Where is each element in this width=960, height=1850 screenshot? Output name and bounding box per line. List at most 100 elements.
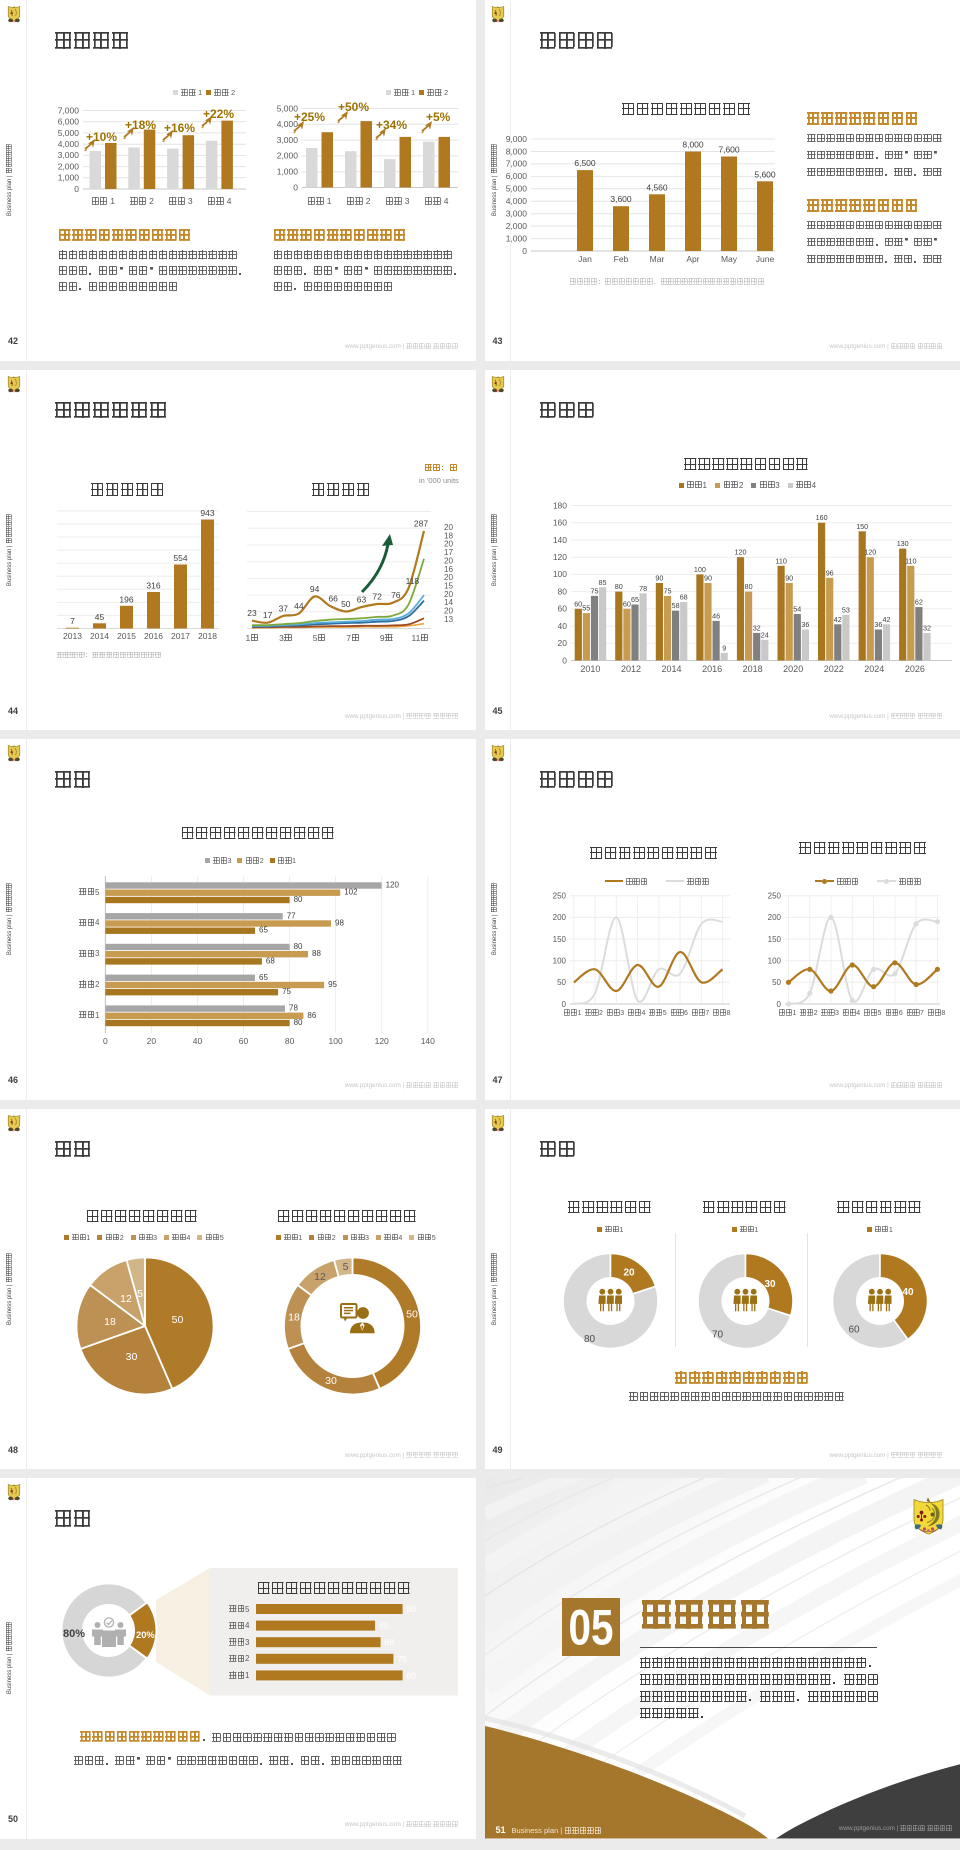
svg-text:68: 68 — [679, 592, 687, 601]
svg-text:65: 65 — [259, 926, 268, 935]
svg-text:17: 17 — [444, 548, 454, 557]
svg-text:1,000: 1,000 — [277, 167, 299, 177]
svg-text:80: 80 — [407, 1670, 417, 1680]
svg-text:102: 102 — [344, 888, 358, 897]
svg-text:90: 90 — [785, 573, 793, 582]
svg-text:0: 0 — [103, 1036, 108, 1046]
svg-text:150: 150 — [856, 521, 868, 530]
svg-text:60: 60 — [239, 1036, 249, 1046]
svg-text:2018: 2018 — [742, 664, 762, 674]
svg-text:120: 120 — [864, 547, 876, 556]
svg-text:3,000: 3,000 — [58, 150, 80, 160]
svg-text:88: 88 — [312, 949, 321, 958]
svg-text:9,000: 9,000 — [505, 134, 527, 144]
svg-text:40: 40 — [902, 1287, 914, 1298]
svg-text:100: 100 — [767, 957, 781, 966]
svg-text:May: May — [720, 254, 737, 264]
svg-text:30: 30 — [325, 1375, 337, 1387]
svg-text:0: 0 — [293, 182, 298, 192]
svg-text:196: 196 — [119, 594, 133, 604]
svg-text:95: 95 — [328, 980, 337, 989]
svg-text:18: 18 — [104, 1316, 116, 1328]
svg-text:32: 32 — [923, 623, 931, 632]
svg-text:12: 12 — [314, 1271, 326, 1283]
svg-text:2026: 2026 — [904, 664, 924, 674]
svg-text:86: 86 — [307, 1011, 316, 1020]
svg-text:80: 80 — [744, 582, 752, 591]
svg-text:7,000: 7,000 — [58, 105, 80, 115]
svg-text:3,000: 3,000 — [505, 209, 527, 219]
svg-text:75: 75 — [397, 1654, 407, 1664]
svg-text:60: 60 — [622, 599, 630, 608]
svg-text:2015: 2015 — [117, 631, 136, 641]
svg-text:6,000: 6,000 — [58, 117, 80, 127]
svg-text:55: 55 — [582, 603, 590, 612]
svg-text:2016: 2016 — [144, 631, 163, 641]
svg-text:15: 15 — [444, 581, 454, 590]
svg-text:5,000: 5,000 — [277, 103, 299, 113]
svg-text:1,000: 1,000 — [58, 173, 80, 183]
svg-text:8,000: 8,000 — [682, 140, 704, 150]
svg-text:75: 75 — [663, 586, 671, 595]
svg-text:5: 5 — [137, 1288, 143, 1300]
svg-text:80: 80 — [294, 895, 303, 904]
svg-text:94: 94 — [310, 584, 320, 594]
svg-text:72: 72 — [372, 591, 382, 601]
svg-text:287: 287 — [414, 518, 428, 528]
svg-text:20: 20 — [623, 1267, 635, 1278]
svg-text:554: 554 — [173, 553, 187, 563]
svg-text:Apr: Apr — [686, 254, 699, 264]
svg-text:100: 100 — [693, 564, 705, 573]
svg-text:0: 0 — [562, 655, 567, 665]
svg-text:20: 20 — [444, 573, 454, 582]
svg-text:75: 75 — [590, 586, 598, 595]
svg-text:14: 14 — [444, 598, 454, 607]
svg-text:250: 250 — [767, 892, 781, 901]
svg-text:3,600: 3,600 — [610, 194, 632, 204]
svg-text:Mar: Mar — [649, 254, 664, 264]
svg-text:110: 110 — [905, 556, 916, 565]
svg-text:60: 60 — [848, 1324, 860, 1335]
svg-text:68: 68 — [266, 956, 275, 965]
svg-text:140: 140 — [421, 1036, 435, 1046]
svg-text:20: 20 — [444, 606, 454, 615]
svg-text:50: 50 — [172, 1314, 184, 1326]
svg-text:4,000: 4,000 — [58, 139, 80, 149]
svg-text:6,500: 6,500 — [574, 158, 596, 168]
svg-text:78: 78 — [289, 1004, 298, 1013]
svg-text:316: 316 — [146, 580, 160, 590]
svg-text:2010: 2010 — [580, 664, 600, 674]
svg-text:120: 120 — [552, 552, 566, 562]
svg-text:60: 60 — [574, 599, 582, 608]
svg-text:200: 200 — [552, 913, 566, 922]
svg-text:2,000: 2,000 — [505, 221, 527, 231]
svg-text:250: 250 — [552, 892, 566, 901]
svg-text:80: 80 — [294, 1018, 303, 1027]
svg-text:3,000: 3,000 — [277, 135, 299, 145]
svg-text:37: 37 — [279, 603, 289, 613]
svg-text:2014: 2014 — [661, 664, 681, 674]
svg-text:32: 32 — [752, 623, 760, 632]
svg-text:0: 0 — [776, 1000, 781, 1009]
svg-text:0: 0 — [74, 184, 79, 194]
svg-text:46: 46 — [712, 611, 720, 620]
svg-text:150: 150 — [552, 935, 566, 944]
svg-text:50: 50 — [341, 599, 351, 609]
svg-text:54: 54 — [793, 604, 801, 613]
svg-text:70: 70 — [711, 1329, 723, 1340]
svg-text:100: 100 — [552, 569, 566, 579]
svg-text:160: 160 — [815, 513, 827, 522]
svg-text:2012: 2012 — [620, 664, 640, 674]
svg-text:140: 140 — [552, 534, 566, 544]
svg-text:16: 16 — [444, 564, 454, 573]
svg-text:40: 40 — [193, 1036, 203, 1046]
svg-text:7,000: 7,000 — [505, 159, 527, 169]
svg-text:7,600: 7,600 — [718, 145, 740, 155]
svg-text:30: 30 — [126, 1351, 138, 1363]
svg-text:June: June — [755, 254, 774, 264]
svg-text:30: 30 — [764, 1279, 776, 1290]
svg-text:50: 50 — [557, 978, 566, 987]
svg-text:2,000: 2,000 — [58, 161, 80, 171]
svg-text:50: 50 — [772, 978, 781, 987]
svg-text:20: 20 — [147, 1036, 157, 1046]
